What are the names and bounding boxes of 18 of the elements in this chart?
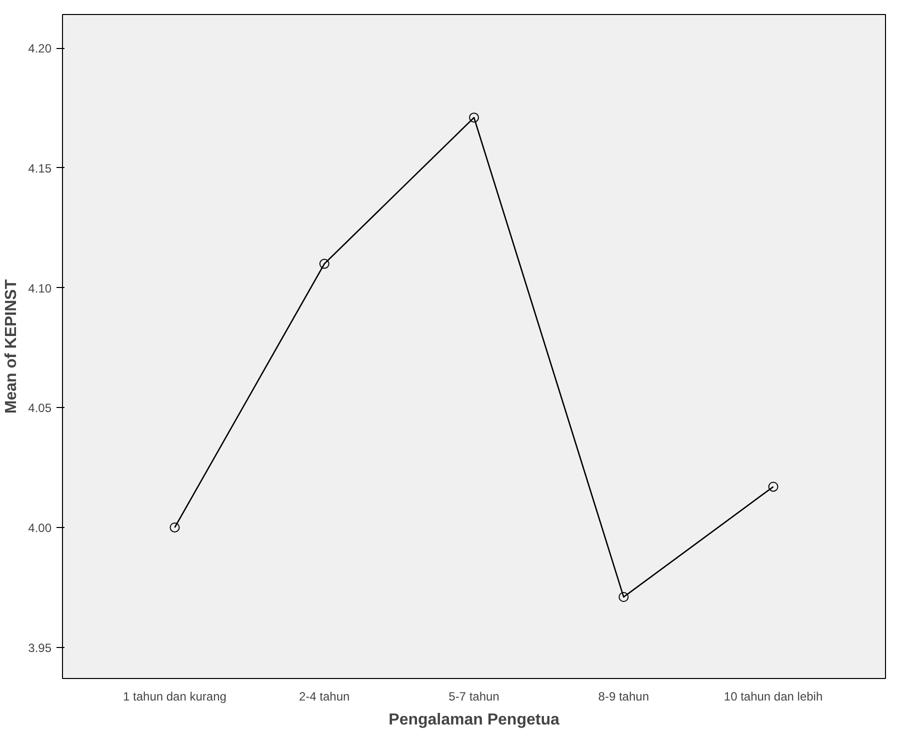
y-axis-title: Mean of KEPINST <box>3 279 20 414</box>
x-tick-label: 5-7 tahun <box>448 690 500 704</box>
point <box>170 522 180 532</box>
x-tick-label: 10 tahun dan lebih <box>724 690 823 704</box>
point <box>768 482 778 492</box>
x-axis-title: Pengalaman Pengetua <box>388 712 560 728</box>
y-tick-label: 4.15 <box>28 161 52 176</box>
y-tick-label: 4.00 <box>28 520 52 535</box>
y-tick-label: 4.10 <box>28 281 52 296</box>
x-tick-label: 2-4 tahun <box>299 690 350 704</box>
point <box>319 258 330 269</box>
y-tick-label: 4.05 <box>28 401 52 416</box>
x-tick-label: 8-9 tahun <box>598 690 649 704</box>
y-tick-label: 4.20 <box>28 42 52 56</box>
x-tick-label: 1 tahun dan kurang <box>123 690 226 704</box>
point <box>618 592 629 602</box>
point <box>469 112 479 123</box>
y-tick-label: 3.95 <box>28 640 52 655</box>
